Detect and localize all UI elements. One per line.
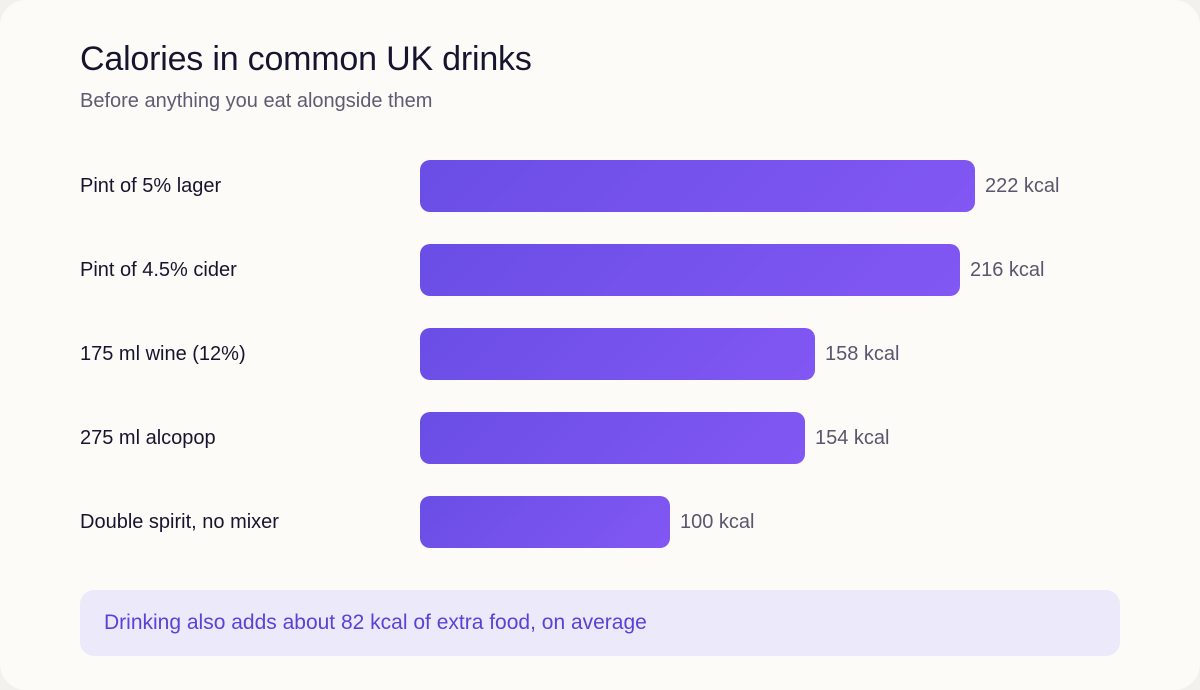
category-label: Pint of 5% lager bbox=[80, 175, 222, 197]
bar-row: Pint of 4.5% cider 216 kcal bbox=[0, 244, 1200, 296]
value-label: 216 kcal bbox=[970, 259, 1045, 281]
annotation-note: Drinking also adds about 82 kcal of extr… bbox=[80, 590, 1120, 656]
bar bbox=[420, 244, 960, 296]
bar-row: 175 ml wine (12%) 158 kcal bbox=[0, 328, 1200, 380]
category-label: 275 ml alcopop bbox=[80, 427, 216, 449]
bar bbox=[420, 328, 815, 380]
category-label: Double spirit, no mixer bbox=[80, 511, 279, 533]
chart-subtitle: Before anything you eat alongside them bbox=[80, 90, 433, 112]
bar-row: Pint of 5% lager 222 kcal bbox=[0, 160, 1200, 212]
bar bbox=[420, 160, 975, 212]
category-label: Pint of 4.5% cider bbox=[80, 259, 237, 281]
bar-row: 275 ml alcopop 154 kcal bbox=[0, 412, 1200, 464]
category-label: 175 ml wine (12%) bbox=[80, 343, 246, 365]
value-label: 154 kcal bbox=[815, 427, 890, 449]
value-label: 100 kcal bbox=[680, 511, 755, 533]
chart-title: Calories in common UK drinks bbox=[80, 40, 532, 78]
value-label: 222 kcal bbox=[985, 175, 1060, 197]
value-label: 158 kcal bbox=[825, 343, 900, 365]
bar bbox=[420, 412, 805, 464]
bar bbox=[420, 496, 670, 548]
bar-row: Double spirit, no mixer 100 kcal bbox=[0, 496, 1200, 548]
